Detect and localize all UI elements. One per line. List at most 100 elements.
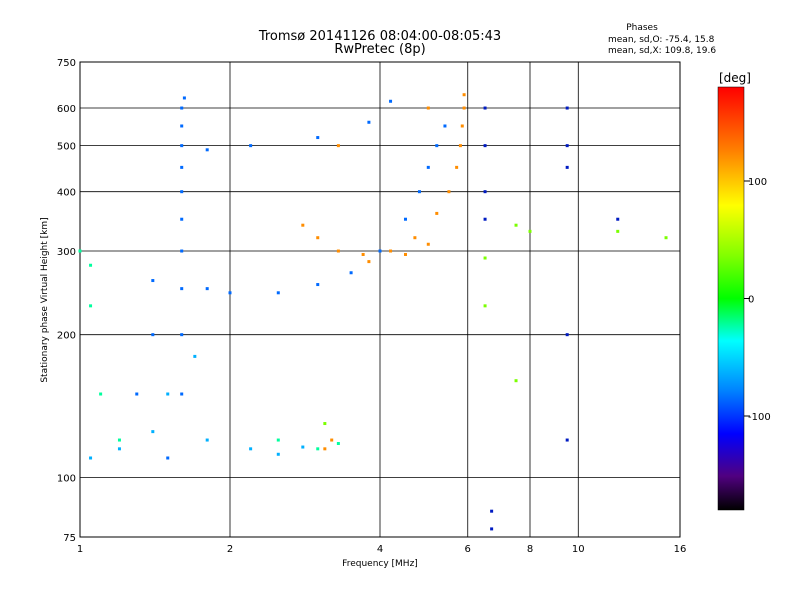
x-tick-label: 16 [674,544,687,555]
data-point [426,165,430,169]
stats-heading: Phases [626,23,658,33]
data-point [316,136,320,140]
data-point [205,287,209,291]
data-point [417,190,421,194]
data-point [205,438,209,442]
data-point [117,447,121,451]
data-point [249,447,253,451]
data-point [462,93,466,97]
data-point [166,456,170,460]
data-point [180,249,184,253]
data-point [565,165,569,169]
data-point [336,144,340,148]
stats-line-x: mean, sd,X: 109.8, 19.6 [608,46,716,56]
y-tick-label: 400 [57,188,76,199]
data-point [361,252,365,256]
data-point [249,144,253,148]
plot-grid [79,61,681,538]
data-point [403,217,407,221]
data-point [228,291,232,295]
data-point [316,447,320,451]
data-point [460,124,464,128]
data-point [276,438,280,442]
data-point [367,120,371,124]
data-point [323,447,327,451]
data-point [78,249,82,253]
data-point [180,333,184,337]
data-point [435,211,439,215]
x-tick-label: 1 [77,544,83,555]
data-point [180,287,184,291]
data-point [528,229,532,233]
data-point [276,452,280,456]
data-point [565,438,569,442]
data-point [367,260,371,264]
data-point [316,236,320,240]
colorbar-ticks: 100 0 -100 [744,177,771,423]
y-tick-label: 750 [57,58,76,69]
chart-title-line1: Tromsø 20141126 08:04:00-08:05:43 [258,29,501,44]
data-point [389,99,393,103]
data-point [426,242,430,246]
data-point [336,249,340,253]
data-point [166,392,170,396]
data-point [89,263,93,267]
chart-title-line2: RwPretec (8p) [334,42,425,57]
data-point [565,333,569,337]
data-point [180,124,184,128]
data-point [483,256,487,260]
colorbar [717,86,745,511]
data-point [301,223,305,227]
data-point [89,456,93,460]
data-point [403,252,407,256]
data-point [664,236,668,240]
data-point [89,304,93,308]
data-point [151,430,155,434]
data-point [316,283,320,287]
x-tick-label: 10 [572,544,585,555]
data-point [565,106,569,110]
data-point [323,422,327,426]
y-axis-label: Stationary phase Virtual Height [km] [40,217,50,382]
colorbar-tick-label: -100 [748,412,771,423]
data-point [462,106,466,110]
y-tick-label: 300 [57,247,76,258]
data-point [458,144,462,148]
data-point [193,354,197,358]
colorbar-label: [deg] [719,71,751,85]
data-point [483,106,487,110]
data-point [514,379,518,383]
data-point [336,442,340,446]
data-point [117,438,121,442]
y-tick-labels: 75 100 200 300 400 500 600 750 [57,58,76,544]
data-point [616,217,620,221]
data-point [135,392,139,396]
x-tick-label: 6 [465,544,471,555]
data-point [276,291,280,295]
data-point [616,229,620,233]
data-point [180,217,184,221]
y-tick-label: 75 [63,533,76,544]
data-point [330,438,334,442]
x-tick-label: 4 [377,544,383,555]
data-point [413,236,417,240]
x-tick-labels: 1 2 4 6 8 10 16 [77,544,687,555]
data-point [151,333,155,337]
data-point [483,190,487,194]
data-point [483,144,487,148]
data-point [180,392,184,396]
data-point [483,304,487,308]
plot-frame [79,61,681,538]
x-tick-label: 2 [227,544,233,555]
stats-line-o: mean, sd,O: -75.4, 15.8 [608,35,715,45]
data-point [378,249,382,253]
colorbar-tick-label: 100 [748,177,767,188]
data-point [490,509,494,513]
data-point [565,144,569,148]
data-point [180,165,184,169]
y-tick-label: 500 [57,142,76,153]
data-point [349,271,353,275]
y-tick-label: 200 [57,331,76,342]
data-point [426,106,430,110]
